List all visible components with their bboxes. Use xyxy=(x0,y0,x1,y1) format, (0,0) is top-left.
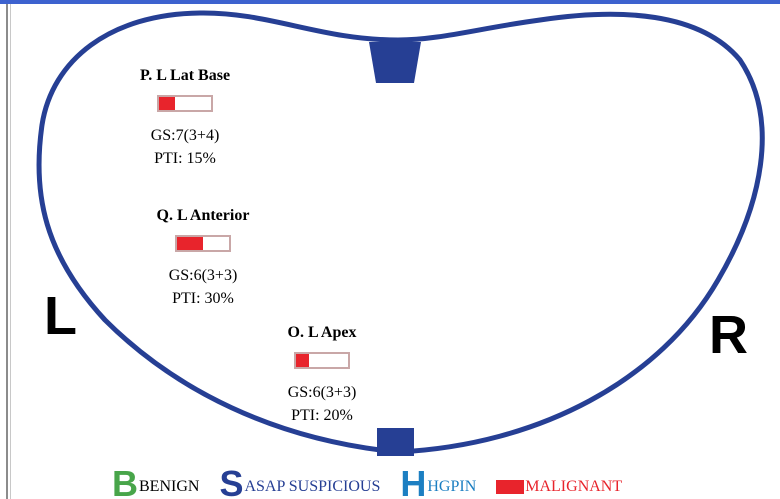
left-border-line-inner xyxy=(10,4,11,499)
gleason-score: GS:7(3+4) xyxy=(150,127,220,144)
legend-item-suspicious: S ASAP SUSPICIOUS xyxy=(219,469,380,499)
legend-label-benign: BENIGN xyxy=(139,478,200,495)
core-title: O. L Apex xyxy=(287,324,357,341)
legend-item-hgpin: H HGPIN xyxy=(400,469,476,499)
top-accent-bar xyxy=(0,0,780,4)
suspicious-letter-icon: S xyxy=(219,469,244,499)
side-label-right: R xyxy=(709,305,748,365)
malignancy-bar xyxy=(175,235,231,252)
core-apex: O. L Apex GS:6(3+3) PTI: 20% xyxy=(237,323,407,427)
legend-item-benign: B BENIGN xyxy=(112,469,199,499)
tumor-involvement: PTI: 20% xyxy=(291,407,353,424)
gleason-score: GS:6(3+3) xyxy=(287,384,357,401)
urethra-marker-bottom xyxy=(377,428,414,456)
malignancy-bar xyxy=(294,352,350,369)
tumor-involvement: PTI: 15% xyxy=(154,150,216,167)
core-title: P. L Lat Base xyxy=(139,67,231,84)
malignancy-bar-fill xyxy=(159,97,175,110)
left-border-line xyxy=(6,4,8,499)
core-title: Q. L Anterior xyxy=(156,207,250,224)
benign-letter-icon: B xyxy=(112,469,138,499)
side-label-left: L xyxy=(44,286,77,346)
legend-item-malignant: MALIGNANT xyxy=(496,478,622,499)
legend: B BENIGN S ASAP SUSPICIOUS H HGPIN MALIG… xyxy=(112,469,642,499)
malignancy-bar-fill xyxy=(177,237,203,250)
malignant-swatch-icon xyxy=(496,480,525,494)
core-anterior: Q. L Anterior GS:6(3+3) PTI: 30% xyxy=(118,206,288,310)
malignancy-bar xyxy=(157,95,213,112)
hgpin-letter-icon: H xyxy=(400,469,427,499)
legend-label-suspicious: ASAP SUSPICIOUS xyxy=(244,478,381,495)
tumor-involvement: PTI: 30% xyxy=(172,290,234,307)
urethra-marker-top xyxy=(369,42,421,83)
core-lat-base: P. L Lat Base GS:7(3+4) PTI: 15% xyxy=(100,66,270,170)
legend-label-hgpin: HGPIN xyxy=(427,478,477,495)
malignancy-bar-fill xyxy=(296,354,309,367)
gleason-score: GS:6(3+3) xyxy=(168,267,238,284)
legend-label-malignant: MALIGNANT xyxy=(525,478,623,495)
